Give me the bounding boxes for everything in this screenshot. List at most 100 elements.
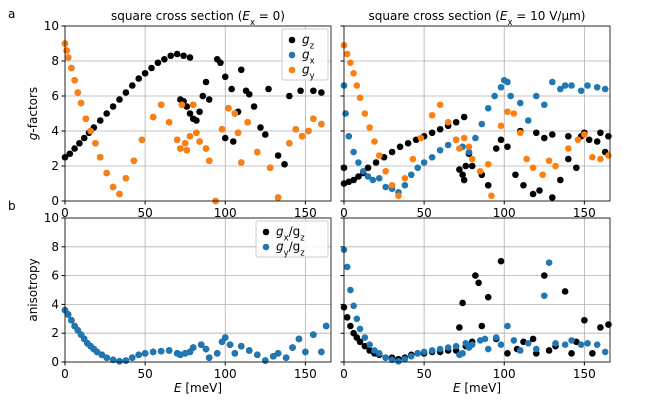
- point: [193, 117, 200, 124]
- axes-frame: [343, 217, 611, 363]
- point: [202, 345, 210, 353]
- point: [353, 82, 361, 89]
- point: [149, 348, 157, 356]
- point: [347, 286, 354, 294]
- point: [462, 162, 470, 170]
- point: [237, 159, 245, 166]
- point: [568, 350, 575, 357]
- x-tick-label: 0: [61, 367, 69, 381]
- point: [484, 345, 492, 353]
- point: [585, 136, 593, 144]
- point: [322, 322, 330, 330]
- point: [342, 110, 349, 117]
- point: [452, 136, 460, 144]
- point: [372, 159, 380, 166]
- point: [375, 350, 383, 357]
- point: [532, 92, 540, 100]
- legend-marker: [262, 243, 270, 251]
- point: [297, 87, 304, 95]
- legend-label: gz: [302, 33, 315, 51]
- point: [460, 113, 468, 121]
- point: [310, 87, 317, 95]
- x-tick-label: 50: [416, 367, 431, 381]
- point: [103, 169, 110, 177]
- point: [516, 99, 524, 107]
- point: [436, 146, 444, 154]
- point: [395, 357, 402, 365]
- legend-label-part: x: [310, 56, 315, 66]
- point: [382, 167, 389, 175]
- point: [262, 131, 269, 138]
- x-tick-label: 50: [137, 367, 152, 381]
- point: [456, 166, 463, 173]
- legend-label-part: z: [300, 233, 305, 243]
- point: [593, 341, 601, 349]
- point: [148, 64, 155, 72]
- point: [350, 69, 357, 77]
- point: [196, 138, 203, 145]
- point: [154, 59, 162, 67]
- legend-label: gy: [302, 63, 315, 81]
- point: [318, 89, 325, 96]
- point: [529, 164, 537, 172]
- legend-label-part: z: [310, 41, 315, 51]
- point: [589, 153, 596, 161]
- point: [520, 181, 527, 189]
- point: [532, 345, 540, 353]
- point: [76, 139, 83, 147]
- panel-title-part: E: [500, 9, 508, 23]
- y-axis-label-part: g: [26, 132, 40, 140]
- point: [589, 350, 596, 357]
- legend-label-part: /g: [289, 225, 301, 239]
- point: [436, 101, 444, 109]
- point: [545, 347, 553, 354]
- panel-label: b: [8, 199, 16, 213]
- point: [593, 83, 601, 91]
- point: [96, 117, 104, 124]
- point: [597, 155, 604, 163]
- point: [257, 124, 264, 131]
- legend-label-part: /g: [289, 240, 301, 254]
- legend-label-part: g: [276, 225, 284, 239]
- point: [408, 171, 415, 179]
- point: [460, 176, 468, 184]
- point: [459, 171, 466, 179]
- x-tick-label: 50: [416, 206, 431, 220]
- point: [221, 334, 229, 341]
- point: [63, 47, 70, 54]
- point: [497, 341, 505, 349]
- x-tick-label: 150: [573, 206, 596, 220]
- point: [452, 118, 460, 126]
- legend-label-part: y: [284, 248, 289, 258]
- point: [122, 357, 130, 364]
- y-tick-label: 2: [51, 326, 59, 340]
- point: [428, 129, 436, 137]
- point: [274, 350, 282, 357]
- point: [244, 118, 251, 126]
- point: [141, 69, 149, 77]
- point: [231, 110, 239, 117]
- point: [512, 171, 519, 179]
- point: [189, 101, 197, 109]
- point: [507, 92, 514, 100]
- point: [292, 125, 300, 133]
- point: [350, 176, 357, 184]
- point: [286, 139, 293, 147]
- point: [428, 153, 436, 161]
- point: [561, 288, 569, 295]
- point: [395, 192, 402, 200]
- point: [581, 131, 588, 138]
- point: [245, 347, 253, 354]
- point: [481, 335, 489, 343]
- point: [221, 134, 229, 142]
- point: [199, 92, 207, 100]
- point: [536, 187, 543, 194]
- point: [484, 181, 492, 189]
- point: [213, 350, 221, 357]
- point: [456, 145, 463, 152]
- point: [388, 356, 396, 364]
- point: [545, 157, 553, 165]
- point: [71, 76, 78, 84]
- panel-title: square cross section (Ex = 10 V/μm): [369, 9, 586, 27]
- point: [135, 75, 143, 82]
